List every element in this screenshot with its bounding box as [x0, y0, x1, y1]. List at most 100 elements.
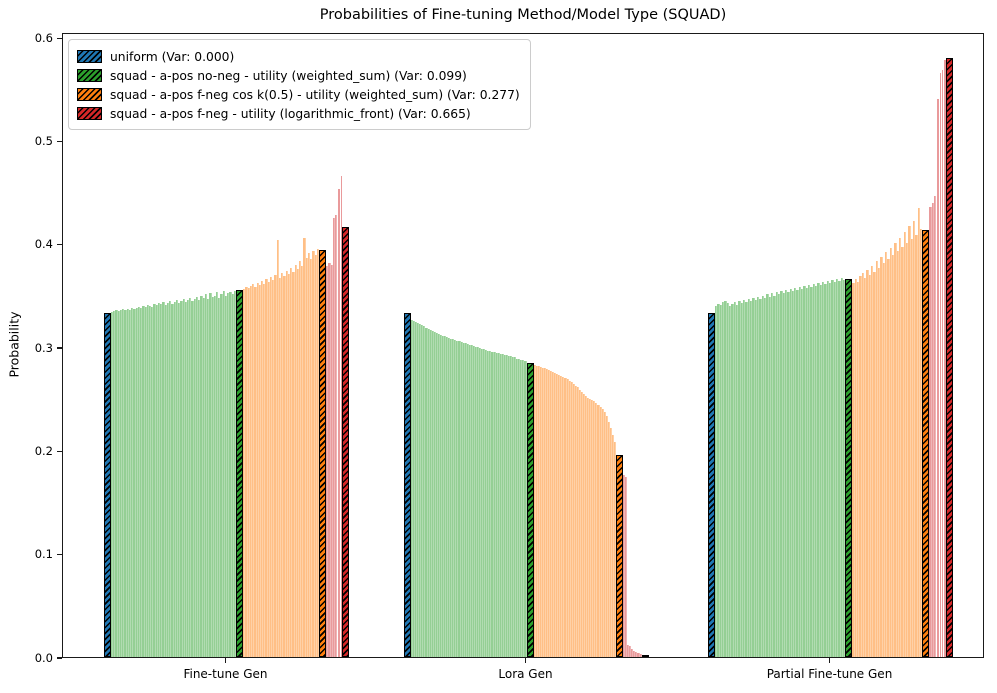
y-tick-mark	[57, 244, 62, 246]
bar	[838, 281, 841, 657]
bar	[429, 329, 432, 657]
bar	[499, 354, 502, 657]
bar	[761, 295, 764, 657]
legend-label: squad - a-pos f-neg - utility (logarithm…	[110, 106, 471, 121]
y-tick-mark	[57, 554, 62, 556]
bar	[731, 303, 734, 657]
bar	[171, 303, 174, 657]
bar	[339, 175, 342, 657]
bar	[505, 355, 508, 657]
bar	[593, 400, 596, 657]
bar	[894, 242, 897, 657]
bar	[808, 285, 811, 657]
bar	[126, 308, 129, 657]
bar	[738, 300, 741, 657]
bar	[889, 247, 892, 657]
bar	[175, 299, 179, 657]
bar	[155, 304, 158, 657]
bar	[487, 351, 490, 657]
bar	[591, 399, 594, 657]
bar	[454, 339, 457, 657]
bar	[193, 298, 196, 657]
bar	[829, 283, 832, 657]
bar	[812, 284, 816, 657]
bar	[574, 386, 577, 657]
legend-item: squad - a-pos no-neg - utility (weighted…	[77, 66, 520, 85]
bar	[218, 297, 221, 657]
bar	[287, 273, 291, 657]
bar	[182, 298, 185, 657]
bar	[801, 289, 804, 657]
legend-item: squad - a-pos f-neg cos k(0.5) - utility…	[77, 85, 520, 104]
bar	[611, 434, 614, 657]
bar	[782, 293, 785, 657]
bar	[794, 288, 797, 657]
bar	[882, 263, 885, 657]
bar	[585, 395, 588, 657]
bar	[840, 277, 844, 657]
uniform-marker-bar	[708, 313, 715, 657]
bar	[314, 255, 317, 657]
bar	[805, 288, 809, 657]
bar	[423, 326, 426, 657]
bar	[162, 301, 165, 657]
bar	[285, 270, 288, 657]
bar	[580, 391, 583, 657]
bar	[535, 365, 538, 657]
bar	[601, 409, 604, 657]
bar	[560, 376, 563, 657]
bar	[245, 287, 248, 657]
bar	[826, 281, 830, 657]
bar	[164, 304, 167, 657]
bar	[128, 309, 132, 657]
bar	[742, 299, 746, 657]
bar	[178, 302, 181, 657]
bar	[146, 304, 149, 657]
bar	[784, 290, 788, 657]
bar	[929, 206, 932, 657]
bar	[564, 378, 567, 657]
bar	[903, 232, 906, 657]
legend-item: squad - a-pos f-neg - utility (logarithm…	[77, 104, 520, 123]
bar	[819, 285, 823, 657]
bar	[290, 267, 293, 657]
bar	[633, 650, 636, 657]
bar	[456, 340, 459, 657]
y-tick-label: 0.5	[34, 134, 53, 148]
bar	[578, 389, 581, 657]
bar	[332, 218, 336, 657]
bar	[558, 375, 561, 657]
bar	[728, 305, 732, 657]
bar	[224, 295, 228, 657]
bar	[207, 298, 210, 657]
bar	[503, 355, 506, 657]
bar	[180, 300, 183, 657]
bar	[460, 341, 463, 657]
legend-swatch-icon	[77, 88, 102, 101]
f-neg-cos-marker-bar	[616, 454, 623, 657]
bar	[303, 237, 306, 657]
bar	[119, 309, 123, 657]
bar	[200, 295, 203, 657]
bar-group-lora-gen	[404, 35, 649, 657]
bar	[444, 335, 447, 657]
bar	[940, 70, 944, 657]
bar	[933, 196, 937, 657]
bar	[562, 377, 565, 657]
bar	[435, 332, 438, 657]
bar	[483, 349, 486, 657]
bar	[589, 398, 592, 657]
bar	[113, 310, 116, 657]
bar	[625, 477, 628, 657]
bar	[310, 259, 313, 657]
bar	[887, 259, 890, 657]
bar	[148, 305, 152, 657]
bar	[724, 300, 727, 657]
bar	[587, 397, 590, 657]
bar	[474, 347, 477, 657]
bar	[437, 333, 440, 657]
bar	[211, 296, 214, 657]
x-tick-label: Lora Gen	[498, 667, 553, 681]
bar	[296, 268, 299, 657]
